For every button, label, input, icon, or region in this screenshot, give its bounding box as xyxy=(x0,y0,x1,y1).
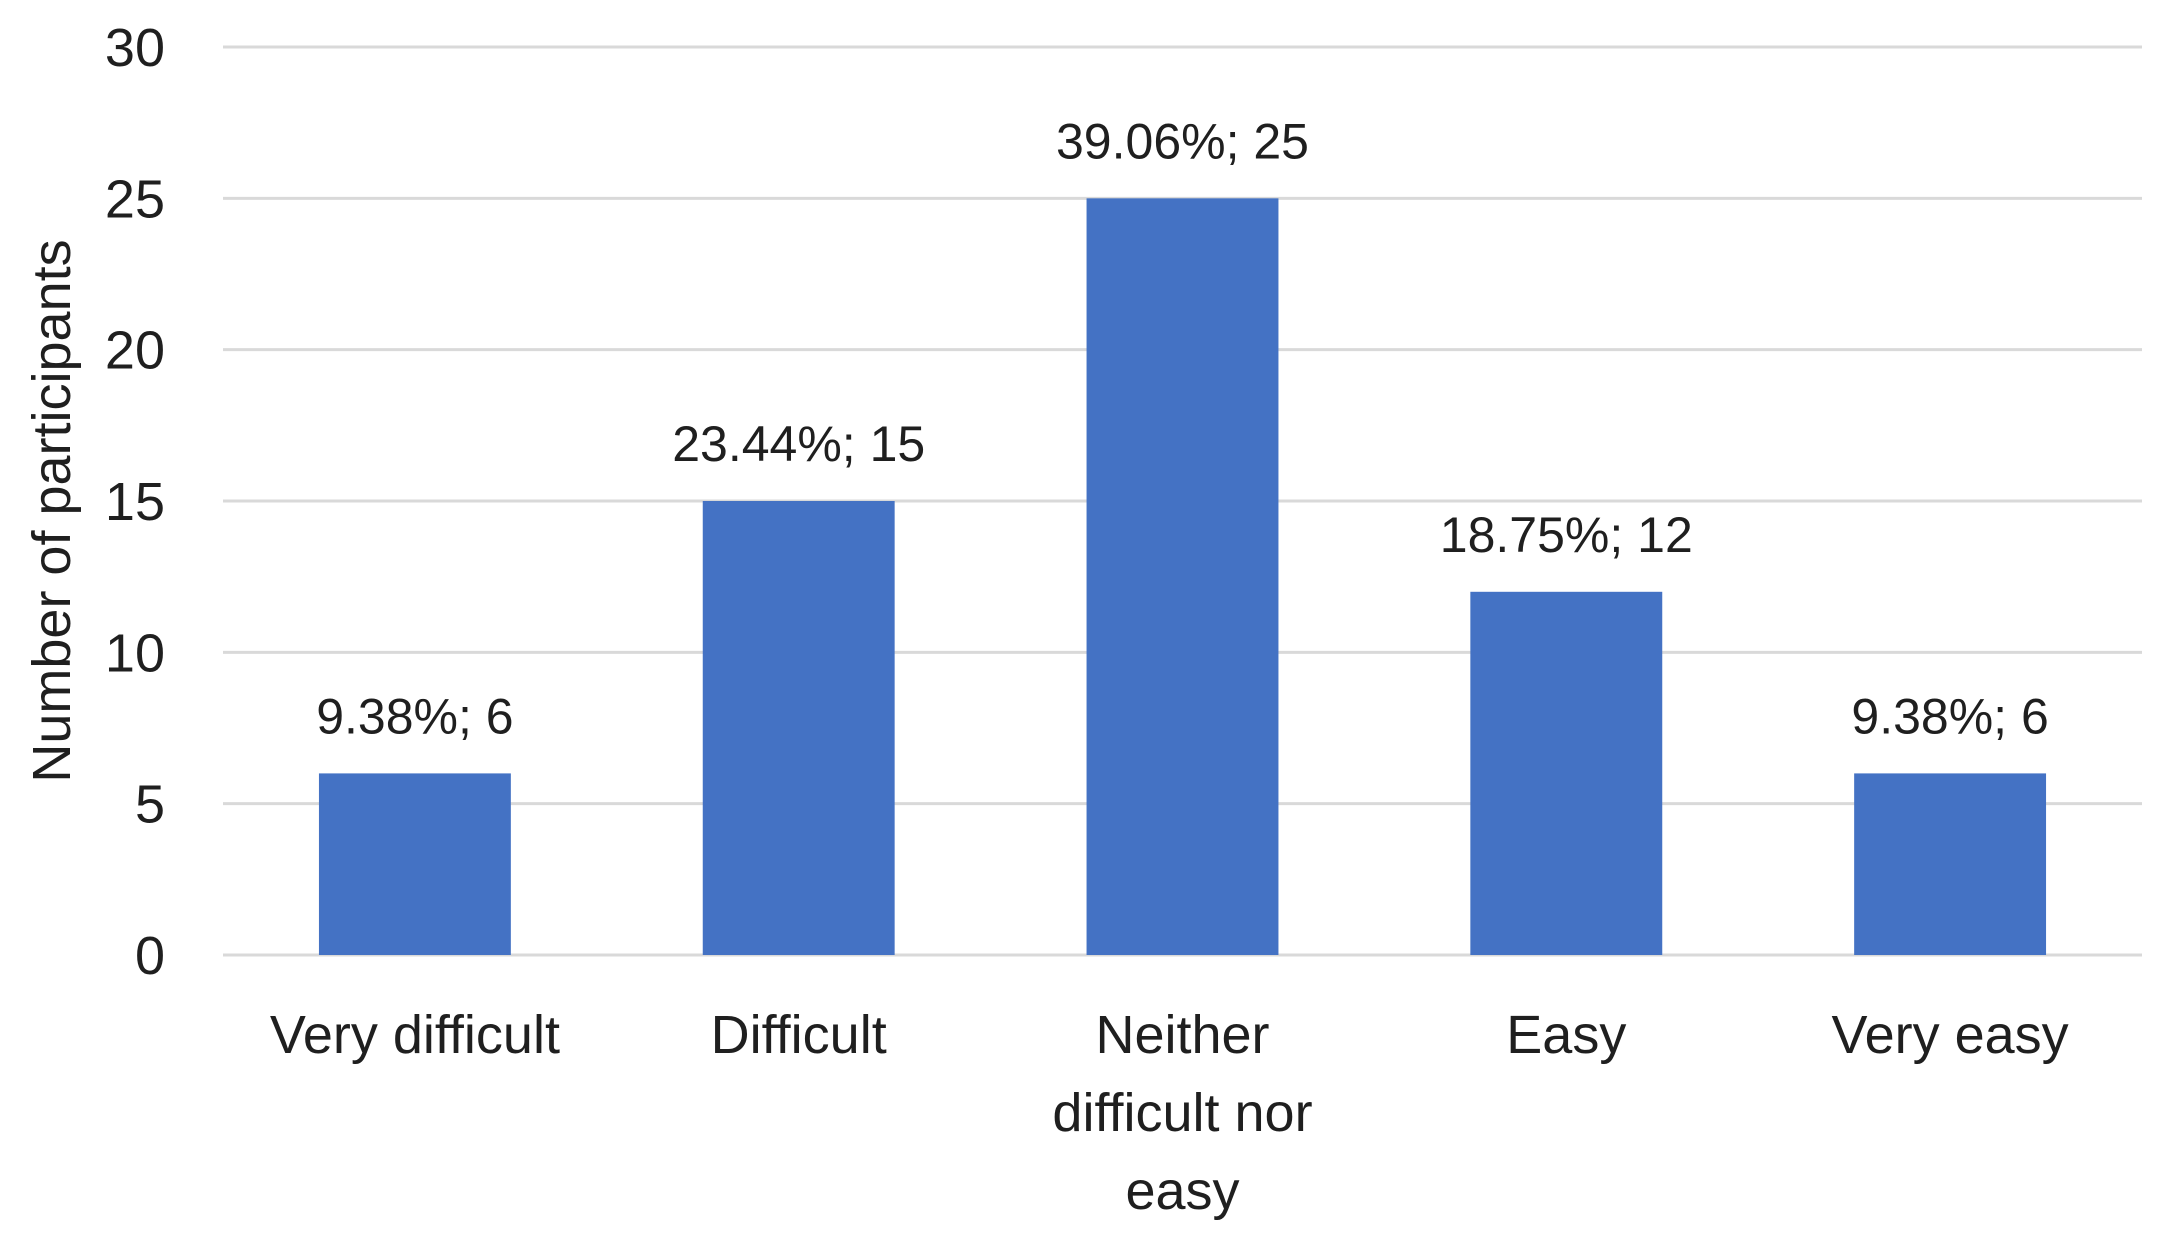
x-category-label: Difficult xyxy=(711,1005,887,1065)
x-category-label: Easy xyxy=(1506,1005,1626,1065)
y-axis-title: Number of participants xyxy=(22,239,82,782)
data-label: 9.38%; 6 xyxy=(316,688,513,744)
bar xyxy=(1470,591,1663,955)
x-category-label-line: Difficult xyxy=(711,1005,887,1065)
x-category-label: Very difficult xyxy=(270,1005,560,1065)
y-tick-label: 15 xyxy=(105,472,165,532)
y-tick-label: 30 xyxy=(105,18,165,78)
data-label: 39.06%; 25 xyxy=(1056,113,1309,169)
x-category-label: Very easy xyxy=(1832,1005,2069,1065)
data-label: 23.44%; 15 xyxy=(672,416,925,472)
bar xyxy=(1854,773,2047,955)
x-category-label-line: Very difficult xyxy=(270,1005,560,1065)
y-axis-ticks: 0 5 10 15 20 25 30 xyxy=(105,18,165,986)
y-tick-label: 10 xyxy=(105,623,165,683)
data-label: 18.75%; 12 xyxy=(1440,507,1693,563)
x-category-label-line: difficult nor xyxy=(1052,1083,1312,1143)
data-label: 9.38%; 6 xyxy=(1851,688,2048,744)
x-category-label-line: Very easy xyxy=(1832,1005,2069,1065)
x-category-label-line: easy xyxy=(1125,1161,1239,1221)
bars xyxy=(318,198,2047,956)
y-tick-label: 0 xyxy=(135,926,165,986)
x-category-label-line: Easy xyxy=(1506,1005,1626,1065)
x-category-label: Neither difficult nor easy xyxy=(1052,1005,1312,1221)
bar xyxy=(1086,198,1279,956)
y-tick-label: 5 xyxy=(135,775,165,835)
bar xyxy=(318,773,511,955)
x-axis-categories: Very difficult Difficult Neither difficult … xyxy=(270,1005,2069,1221)
y-tick-label: 25 xyxy=(105,169,165,229)
x-category-label-line: Neither xyxy=(1095,1005,1269,1065)
bar xyxy=(702,501,895,955)
y-tick-label: 20 xyxy=(105,321,165,381)
data-labels: 9.38%; 6 23.44%; 15 39.06%; 25 18.75%; 12 9.… xyxy=(316,113,2049,744)
